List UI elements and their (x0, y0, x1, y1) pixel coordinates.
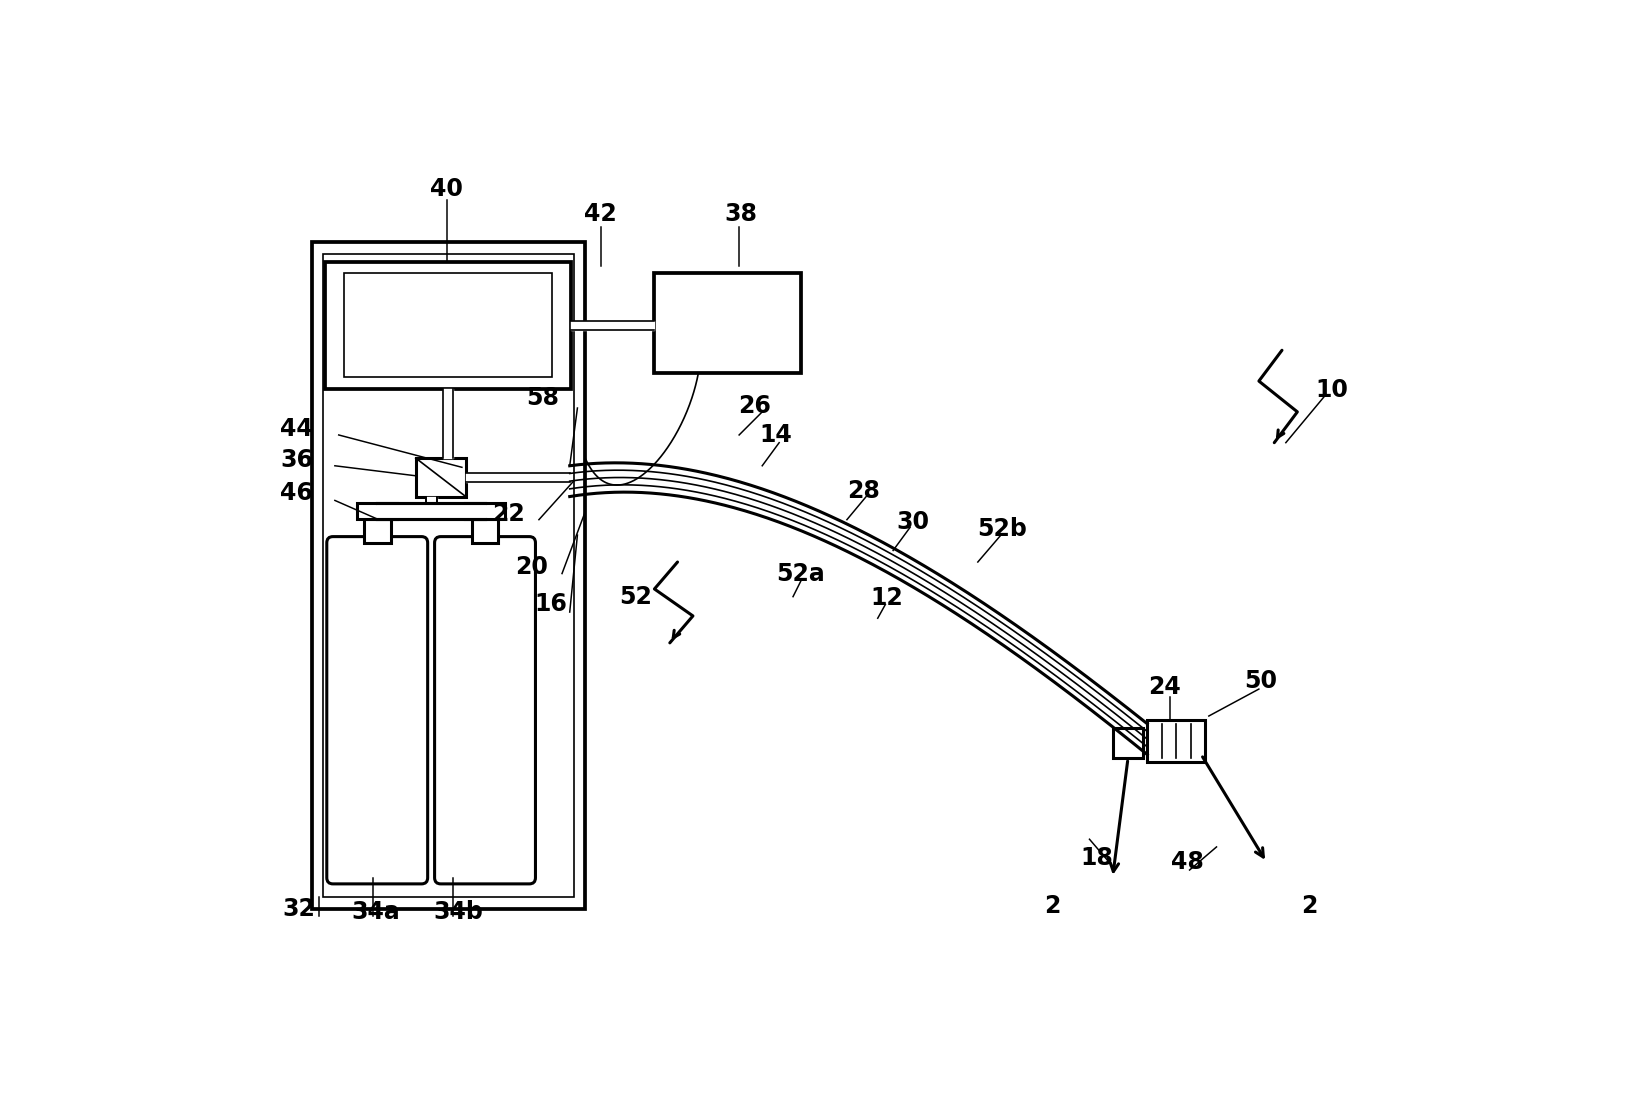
Text: 14: 14 (760, 422, 792, 447)
Text: 2: 2 (1301, 895, 1317, 918)
Text: 34a: 34a (352, 900, 399, 924)
Text: 12: 12 (870, 586, 903, 610)
Text: 2: 2 (1045, 895, 1061, 918)
Text: 42: 42 (584, 202, 616, 226)
Text: 40: 40 (430, 176, 463, 201)
Bar (465, 503, 505, 520)
Bar (363, 520, 391, 543)
Text: 48: 48 (1170, 850, 1203, 875)
Text: 20: 20 (515, 556, 548, 579)
Text: 46: 46 (280, 482, 313, 505)
Bar (357, 503, 398, 520)
Text: 24: 24 (1149, 675, 1182, 699)
Bar (1148, 720, 1205, 762)
Bar (1113, 728, 1143, 759)
Bar (324, 261, 570, 388)
Text: 50: 50 (1245, 670, 1278, 694)
Bar (323, 254, 574, 897)
Bar (311, 243, 585, 909)
Text: 34b: 34b (434, 900, 482, 924)
Text: 32: 32 (282, 897, 315, 921)
Text: 38: 38 (724, 202, 758, 226)
Text: 26: 26 (738, 394, 771, 418)
Text: 30: 30 (897, 510, 929, 534)
FancyBboxPatch shape (326, 537, 427, 884)
Bar (344, 274, 553, 377)
Bar (654, 274, 800, 374)
Text: 44: 44 (280, 417, 313, 441)
Text: 16: 16 (535, 592, 567, 617)
Text: 18: 18 (1081, 846, 1113, 870)
Text: 58: 58 (526, 386, 559, 410)
Text: 28: 28 (848, 479, 880, 503)
Text: 36: 36 (280, 448, 313, 472)
FancyBboxPatch shape (435, 537, 536, 884)
Bar (416, 458, 466, 496)
Text: 52b: 52b (978, 517, 1027, 540)
Bar (471, 520, 499, 543)
Text: 22: 22 (492, 502, 525, 525)
Text: 52: 52 (619, 585, 652, 609)
Text: 52a: 52a (776, 561, 825, 586)
Text: 10: 10 (1315, 378, 1348, 403)
